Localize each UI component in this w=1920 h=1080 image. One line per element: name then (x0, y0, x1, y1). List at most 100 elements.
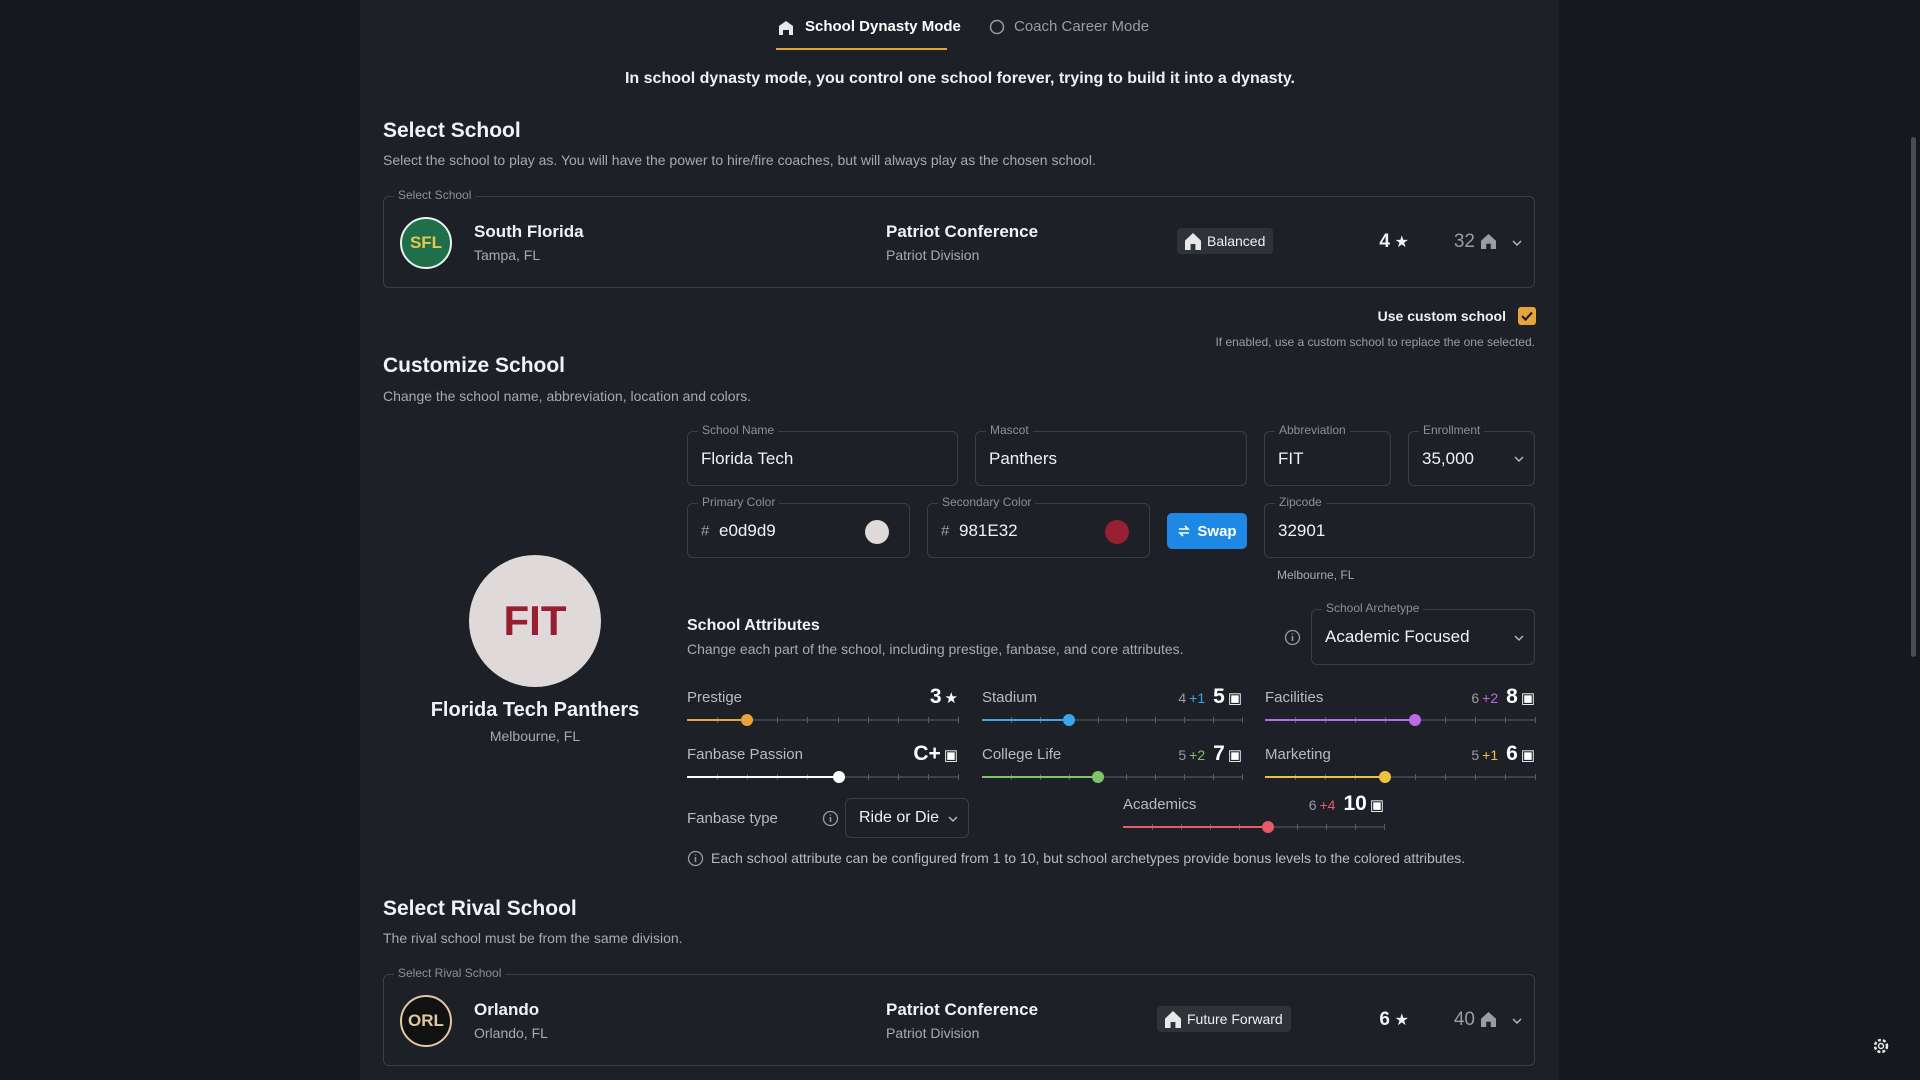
chevron (1512, 240, 1522, 246)
slider-tick (1535, 774, 1536, 780)
swap-icon (1178, 525, 1191, 537)
slider[interactable] (687, 771, 959, 783)
slider-tick (927, 774, 929, 780)
slider-tick (1297, 824, 1298, 830)
slider-handle[interactable] (1409, 714, 1421, 726)
level-icon: ★ (944, 690, 958, 707)
field-label: Select School (394, 188, 476, 202)
text-input[interactable]: Mascot Panthers (975, 423, 1247, 486)
zipcode-hint: Melbourne, FL (1277, 568, 1355, 582)
base-level: 5 (1178, 747, 1187, 763)
school-logo: SFL (400, 217, 452, 269)
slider-handle[interactable] (1379, 771, 1391, 783)
color-swatch[interactable] (865, 520, 889, 544)
chevron-path (1512, 240, 1522, 246)
level-icon: ▣ (943, 747, 958, 764)
level: 7 (1213, 742, 1225, 765)
star-icon: ★ (1394, 1012, 1409, 1029)
section-subtitle: The rival school must be from the same d… (383, 930, 683, 946)
checkbox[interactable] (1518, 307, 1536, 325)
field-value: Florida Tech (701, 448, 794, 468)
settings-icon[interactable] (1872, 1037, 1890, 1055)
slider-tick (1505, 774, 1506, 780)
color-swatch[interactable] (1105, 520, 1129, 544)
field-value: 35,000 (1422, 448, 1474, 468)
slider-handle[interactable] (832, 771, 845, 783)
archetype-icon (1165, 1011, 1181, 1028)
slider-tick (1355, 824, 1356, 830)
select-input[interactable]: School Archetype Academic Focused (1311, 601, 1535, 665)
attribute-label: Academics (1123, 796, 1197, 813)
field-label: Primary Color (698, 495, 780, 509)
conference: Patriot Conference (886, 1000, 1039, 1019)
level: 8 (1506, 685, 1518, 708)
count-icon (1481, 1012, 1496, 1027)
slider[interactable] (982, 771, 1243, 783)
school-select[interactable]: Select School SFL South Florida Tampa, FL Pa… (383, 188, 1535, 288)
level-icon: ▣ (1520, 690, 1535, 707)
field-value: e0d9d9 (719, 520, 776, 540)
section-subtitle: Change the school name, abbreviation, lo… (383, 388, 752, 404)
attribute-value: 6 +2 8 ▣ (1471, 685, 1535, 709)
slider-handle[interactable] (1262, 821, 1274, 833)
archetype-chip: Balanced (1177, 228, 1274, 254)
level: 6 (1506, 742, 1518, 765)
level-icon: ▣ (1227, 690, 1242, 707)
logo-text: ORL (408, 1011, 444, 1030)
section-title: Select Rival School (383, 897, 577, 920)
slider-tick (1475, 717, 1476, 723)
slider[interactable] (1123, 821, 1385, 833)
slider[interactable] (982, 714, 1243, 726)
slider-tick (837, 717, 839, 723)
slider-tick (1155, 774, 1157, 780)
select-input[interactable]: Ride or Die (845, 798, 969, 838)
tab-icon (989, 19, 1005, 35)
bonus-level: +2 (1482, 690, 1499, 706)
text-input[interactable]: School Name Florida Tech (687, 423, 958, 486)
slider[interactable] (1265, 714, 1536, 726)
hash-prefix: # (941, 522, 950, 539)
school-name: South Florida (474, 222, 584, 241)
text-input[interactable]: Abbreviation FIT (1264, 423, 1391, 486)
slider-handle[interactable] (741, 714, 754, 726)
slider[interactable] (687, 714, 959, 726)
tab[interactable]: School Dynasty Mode (805, 18, 961, 35)
slider-tick (1242, 774, 1243, 780)
field-label: Fanbase type (687, 810, 778, 827)
level-icon: ▣ (1369, 797, 1384, 814)
slider-handle[interactable] (1091, 771, 1104, 783)
rival-select[interactable]: Select Rival School ORL Orlando Orlando, FL… (383, 966, 1535, 1066)
color-input[interactable]: Primary Color # e0d9d9 (687, 495, 910, 558)
select-input[interactable]: Enrollment 35,000 (1408, 423, 1535, 486)
attribute-label: Marketing (1265, 746, 1331, 763)
tab-icon (779, 21, 793, 35)
slider-tick (1445, 774, 1446, 780)
scrollbar[interactable] (1911, 137, 1916, 657)
text-input[interactable]: Zipcode 32901 (1264, 495, 1535, 558)
slider-tick (1242, 717, 1243, 723)
logo-text: FIT (503, 597, 567, 644)
slider-tick (1213, 717, 1215, 723)
logo-text: SFL (409, 233, 443, 252)
info-icon[interactable] (1284, 629, 1301, 646)
slider-handle[interactable] (1062, 714, 1075, 726)
slider-tick (1384, 824, 1385, 830)
slider-tick (958, 717, 959, 723)
section-title: Select School (383, 119, 521, 142)
main-panel (360, 0, 1559, 1080)
attribute-label: Fanbase Passion (687, 746, 803, 763)
field-value: Ride or Die (859, 809, 940, 826)
archetype-chip: Future Forward (1157, 1006, 1291, 1032)
attribute-label: Stadium (982, 689, 1038, 706)
tab[interactable]: Coach Career Mode (1014, 18, 1150, 35)
slider-fill (687, 719, 748, 721)
school-location: Tampa, FL (474, 247, 541, 263)
color-input[interactable]: Secondary Color #981E32 (927, 495, 1150, 558)
swap-button[interactable]: Swap (1167, 513, 1247, 549)
level: C+ (913, 742, 941, 765)
attribute-value: 5 +2 7 ▣ (1178, 742, 1242, 766)
star-rating: 4 (1379, 231, 1390, 252)
slider[interactable] (1265, 771, 1536, 783)
info-icon[interactable] (822, 810, 839, 827)
slider-tick (897, 717, 899, 723)
